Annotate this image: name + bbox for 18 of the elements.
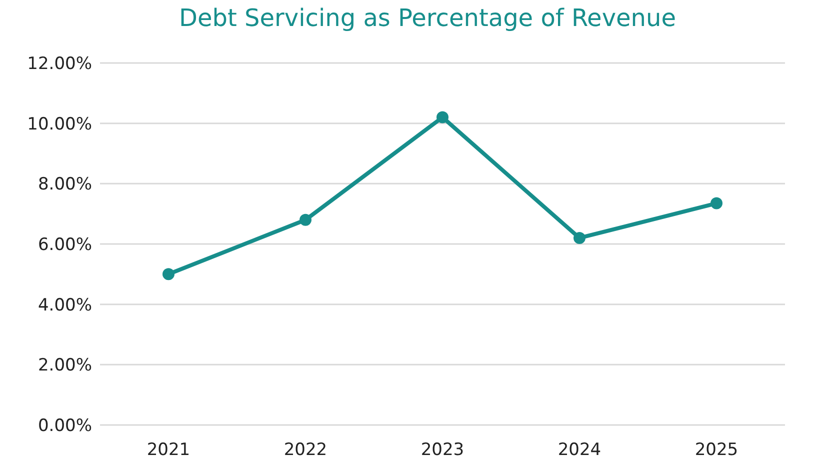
y-tick-label: 2.00%: [38, 356, 92, 376]
y-tick-label: 8.00%: [38, 174, 92, 195]
x-tick-label: 2022: [284, 440, 328, 460]
y-tick-label: 0.00%: [38, 416, 92, 436]
x-tick-label: 2024: [558, 440, 602, 460]
point: [710, 197, 722, 210]
x-tick-label: 2023: [420, 440, 464, 460]
y-tick-label: 4.00%: [38, 295, 92, 316]
y-tick-label: 10.00%: [27, 114, 92, 134]
point: [300, 214, 312, 226]
point: [574, 232, 586, 244]
x-tick-label: 2021: [146, 440, 190, 460]
y-tick-label: 6.00%: [38, 234, 92, 255]
y-tick-label: 12.00%: [27, 54, 92, 74]
point: [436, 111, 448, 124]
point: [162, 268, 174, 280]
chart-title: Debt Servicing as Percentage of Revenue: [179, 4, 676, 32]
x-tick-label: 2025: [694, 440, 738, 460]
